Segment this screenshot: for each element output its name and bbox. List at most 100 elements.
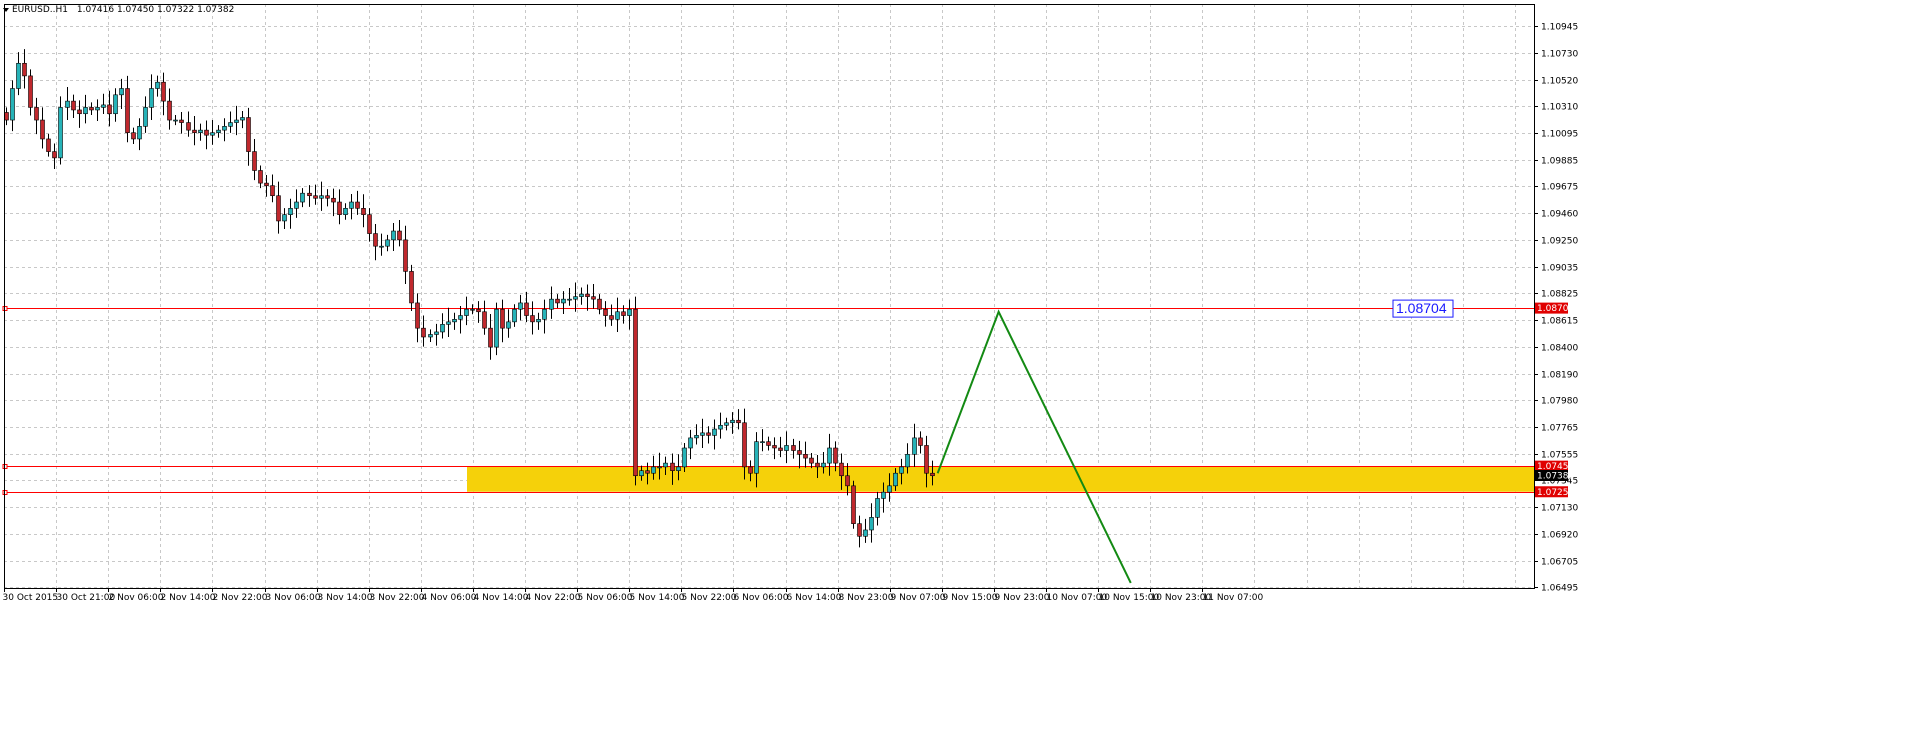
candle: [573, 282, 578, 312]
candle-body: [216, 129, 221, 133]
x-tick-label: 4 Nov 14:00: [474, 593, 529, 603]
candle-body: [621, 311, 626, 316]
candle-body: [113, 94, 118, 115]
candle-body: [609, 315, 614, 320]
current-price-label: 1.07382: [1535, 469, 1574, 481]
candle: [754, 432, 759, 488]
hline-price-label-text: 1.07456: [1537, 462, 1574, 472]
candle-body: [815, 462, 820, 468]
candle: [555, 294, 560, 308]
candle: [10, 80, 15, 132]
candle-body: [585, 293, 590, 297]
projection-line[interactable]: [936, 309, 1132, 584]
candle-body: [83, 107, 88, 115]
candle-body: [536, 319, 541, 323]
y-tick-label: 1.07345: [1541, 477, 1578, 487]
candle: [621, 305, 626, 324]
candle-body: [772, 445, 777, 449]
candle: [542, 299, 547, 334]
x-tick-label: 4 Nov 22:00: [526, 593, 581, 603]
candle-body: [77, 109, 82, 115]
candle: [736, 409, 741, 430]
candle-body: [627, 308, 632, 316]
candle-body: [645, 470, 650, 474]
candle-body: [766, 441, 771, 446]
candle-body: [912, 437, 917, 455]
candle: [300, 188, 305, 208]
candle: [839, 453, 844, 490]
candle: [385, 234, 390, 252]
candle-body: [95, 107, 100, 111]
candle-body: [228, 122, 233, 127]
candle-body: [688, 437, 693, 449]
candle-body: [555, 298, 560, 304]
candle-body: [567, 298, 572, 301]
x-tick-label: 2 Nov 14:00: [161, 593, 216, 603]
annotation-border: [1392, 299, 1454, 318]
candle: [270, 174, 275, 203]
projection-path[interactable]: [936, 309, 1132, 584]
y-tick-label: 1.09250: [1541, 237, 1578, 247]
candle: [748, 460, 753, 482]
candle-body: [179, 119, 184, 123]
candle-body: [700, 432, 705, 436]
candle: [778, 436, 783, 458]
y-tick-label: 1.07980: [1541, 397, 1578, 407]
y-tick-label: 1.07555: [1541, 451, 1578, 461]
candle-body: [385, 239, 390, 247]
candle: [210, 120, 215, 145]
price-labels: 1.08704 1.08709 1.07456 1.07253 1.07382: [1392, 299, 1574, 498]
x-tick-label: 10 Nov 15:00: [1099, 593, 1160, 603]
candle: [95, 99, 100, 122]
candle: [198, 123, 203, 141]
candle: [930, 460, 935, 486]
hline-price-label-text: 1.07253: [1537, 488, 1574, 498]
candle: [536, 312, 541, 330]
candle: [688, 429, 693, 460]
candle: [319, 181, 324, 211]
candle-body: [397, 230, 402, 241]
candle-body: [809, 457, 814, 464]
candle-body: [784, 445, 789, 451]
candle-body: [803, 453, 808, 459]
y-tick-label: 1.10945: [1541, 23, 1578, 33]
candle: [40, 107, 45, 149]
candle: [579, 287, 584, 305]
candle-body: [258, 170, 263, 184]
candle-body: [651, 466, 656, 474]
dropdown-arrow-icon[interactable]: [3, 8, 9, 12]
support-zone-rect: [467, 466, 1534, 492]
current-price-label-text: 1.07382: [1537, 471, 1574, 481]
horizontal-lines[interactable]: [2, 306, 1534, 495]
candle-body: [918, 437, 923, 446]
candle: [609, 304, 614, 326]
candle-body: [28, 75, 33, 108]
y-tick-label: 1.09885: [1541, 157, 1578, 167]
candle: [288, 198, 293, 229]
candle: [591, 284, 596, 309]
candle-body: [670, 462, 675, 471]
candle: [827, 433, 832, 476]
candle-body: [706, 432, 711, 436]
candle-body: [893, 472, 898, 487]
candle: [464, 296, 469, 326]
candle: [452, 312, 457, 330]
candle-body: [464, 308, 469, 316]
grid: [4, 4, 1534, 588]
candle-body: [198, 129, 203, 133]
candle-body: [869, 517, 874, 531]
candle: [373, 223, 378, 261]
price-annotation-box[interactable]: 1.08704: [1392, 299, 1454, 318]
candle: [549, 286, 554, 319]
y-tick-label: 1.10095: [1541, 130, 1578, 140]
candle: [343, 203, 348, 220]
candle-body: [161, 81, 166, 102]
candle: [173, 114, 178, 126]
candle-body: [657, 466, 662, 469]
candle: [645, 462, 650, 485]
x-tick-label: 30 Oct 21:00: [57, 593, 116, 603]
candle-body: [694, 435, 699, 439]
candle: [784, 431, 789, 464]
candle-body: [682, 447, 687, 468]
